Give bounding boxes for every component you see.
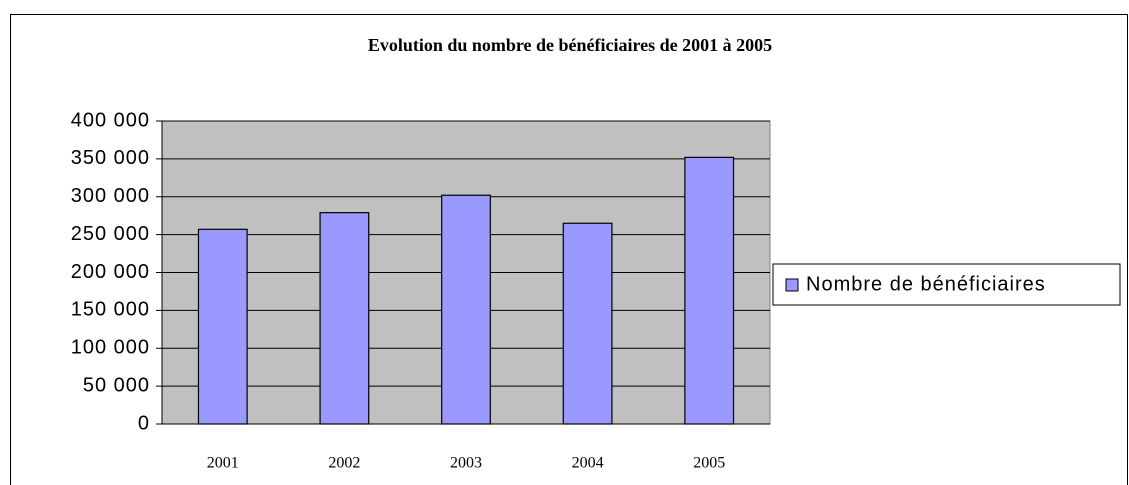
x-tick-label: 2005 xyxy=(693,455,725,472)
y-tick-label: 350 000 xyxy=(71,147,150,169)
legend-box xyxy=(772,263,1121,306)
chart-title: Evolution du nombre de bénéficiaires de … xyxy=(368,35,772,55)
y-tick-label: 400 000 xyxy=(71,109,150,131)
y-tick-label: 0 xyxy=(138,412,150,434)
y-tick-label: 300 000 xyxy=(71,185,150,207)
x-tick-label: 2004 xyxy=(572,455,604,472)
y-tick-label: 50 000 xyxy=(83,374,150,396)
x-tick-label: 2003 xyxy=(450,455,482,472)
x-tick-label: 2002 xyxy=(328,455,360,472)
legend-swatch xyxy=(785,278,799,292)
bar xyxy=(562,222,613,425)
x-tick-label: 2001 xyxy=(207,455,239,472)
y-tick-label: 200 000 xyxy=(71,261,150,283)
y-tick-label: 150 000 xyxy=(71,299,150,321)
bar xyxy=(441,194,491,425)
y-tick-label: 250 000 xyxy=(71,223,150,245)
bar xyxy=(319,212,370,425)
bar xyxy=(684,156,735,425)
y-tick-label: 100 000 xyxy=(71,337,150,359)
legend-label: Nombre de bénéficiaires xyxy=(806,273,1046,295)
bar xyxy=(197,228,248,425)
